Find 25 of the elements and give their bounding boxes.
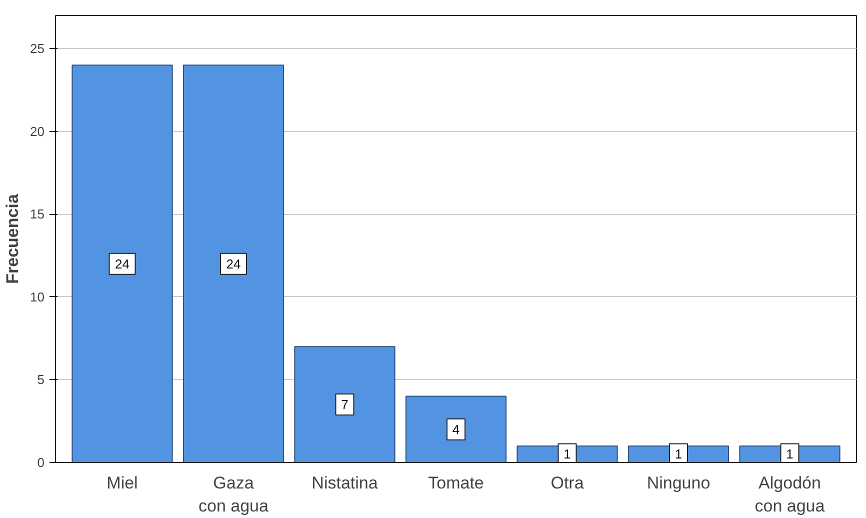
x-tick-label: Algodón con agua: [754, 474, 826, 516]
data-label: 1: [674, 446, 682, 462]
y-tick-label: 20: [30, 124, 45, 139]
y-tick-label: 10: [30, 289, 45, 304]
bar: [405, 396, 507, 462]
data-label: 24: [115, 256, 130, 272]
y-tick-label: 0: [37, 455, 45, 470]
y-axis-title: Frecuencia: [3, 194, 22, 284]
data-label: 4: [452, 422, 460, 437]
data-label: 1: [564, 446, 571, 462]
x-tick-label: Tomate: [428, 474, 484, 492]
x-tick-label: Ninguno: [646, 474, 710, 492]
y-tick-label: 15: [30, 206, 45, 222]
data-label: 24: [226, 256, 241, 272]
data-label: 7: [341, 397, 348, 412]
bar: [182, 64, 284, 462]
y-tick-label: 5: [37, 372, 45, 388]
x-tick-label: Otra: [550, 474, 584, 492]
y-tick-label: 25: [30, 41, 45, 56]
x-tick-label: Gaza con agua: [198, 474, 270, 516]
bar: [72, 64, 173, 462]
bar: [294, 346, 396, 462]
data-label: 1: [786, 446, 794, 462]
x-tick-label: Miel: [106, 474, 138, 492]
x-tick-label: Nistatina: [312, 474, 378, 492]
